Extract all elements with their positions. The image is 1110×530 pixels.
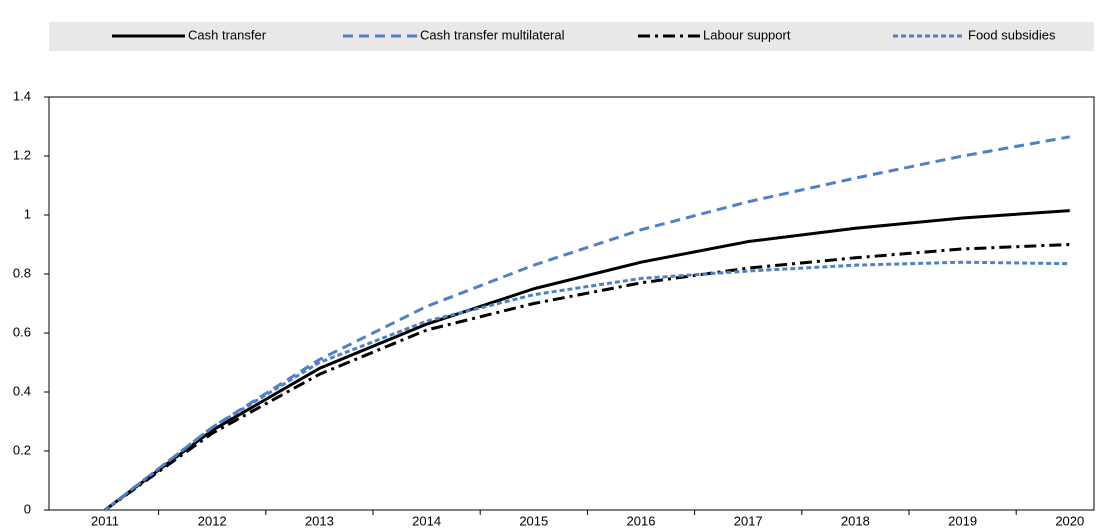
legend-label: Food subsidies xyxy=(968,27,1056,42)
series-line xyxy=(104,209,1070,512)
plot-frame xyxy=(48,96,1095,511)
x-tick-label: 2019 xyxy=(948,513,977,528)
x-tick-label: 2012 xyxy=(198,513,227,528)
y-tick-label: 1.4 xyxy=(13,88,31,103)
x-tick-label: 2011 xyxy=(91,513,119,528)
x-tick-label: 2020 xyxy=(1055,513,1084,528)
y-tick-label: 0 xyxy=(24,501,31,516)
y-tick-label: 0.8 xyxy=(13,265,31,280)
legend-label: Cash transfer xyxy=(188,27,267,42)
x-tick-label: 2018 xyxy=(841,513,870,528)
x-tick-label: 2013 xyxy=(305,513,334,528)
series-line xyxy=(104,260,1070,512)
x-tick-label: 2017 xyxy=(734,513,763,528)
series-line xyxy=(104,135,1071,512)
y-tick-label: 1 xyxy=(24,206,31,221)
y-tick-label: 0.2 xyxy=(13,442,31,457)
y-tick-label: 0.4 xyxy=(13,383,31,398)
x-tick-label: 2015 xyxy=(519,513,548,528)
y-tick-label: 1.2 xyxy=(13,147,31,162)
legend-label: Labour support xyxy=(703,27,791,42)
series-line xyxy=(104,243,1070,512)
x-tick-label: 2016 xyxy=(627,513,656,528)
legend-label: Cash transfer multilateral xyxy=(420,27,565,42)
x-tick-label: 2014 xyxy=(412,513,441,528)
y-tick-label: 0.6 xyxy=(13,324,31,339)
